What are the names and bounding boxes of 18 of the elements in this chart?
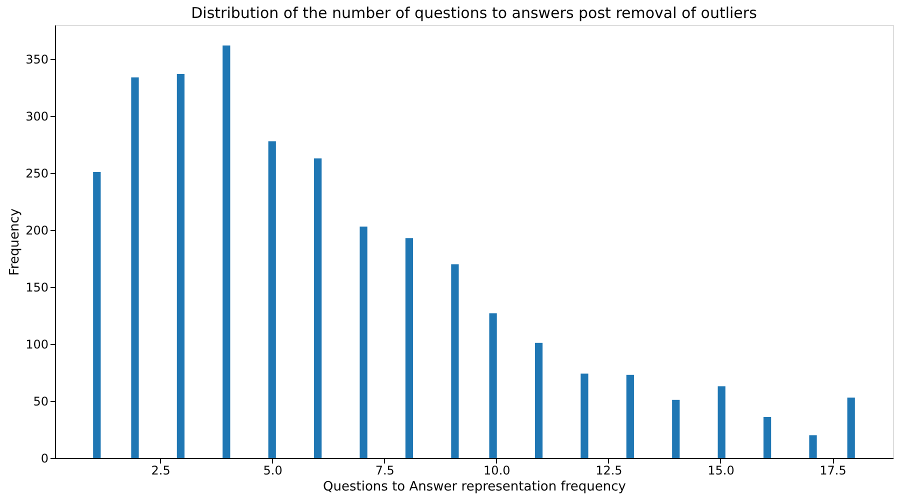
y-tick-label: 250 [26,166,48,181]
x-axis-title: Questions to Answer representation frequency [323,480,626,494]
y-tick-label: 100 [26,338,48,352]
y-axis-title: Frequency [8,208,23,276]
x-tick-label: 7.5 [375,464,394,478]
chart-title: Distribution of the number of questions to answers post removal of outliers [191,4,758,22]
x-tick-label: 12.5 [596,464,622,478]
x-tick-label: 5.0 [263,464,282,478]
x-tick-label: 17.5 [820,464,846,478]
y-tick-label: 50 [33,394,48,409]
y-tick-label: 200 [26,224,48,238]
x-tick-label: 2.5 [151,464,170,478]
y-tick-label: 350 [26,52,48,67]
y-tick-label: 300 [26,110,48,124]
y-tick-label: 0 [40,452,48,466]
x-tick-label: 10.0 [484,464,510,478]
x-tick-label: 15.0 [708,464,734,478]
y-tick-label: 150 [26,280,48,295]
